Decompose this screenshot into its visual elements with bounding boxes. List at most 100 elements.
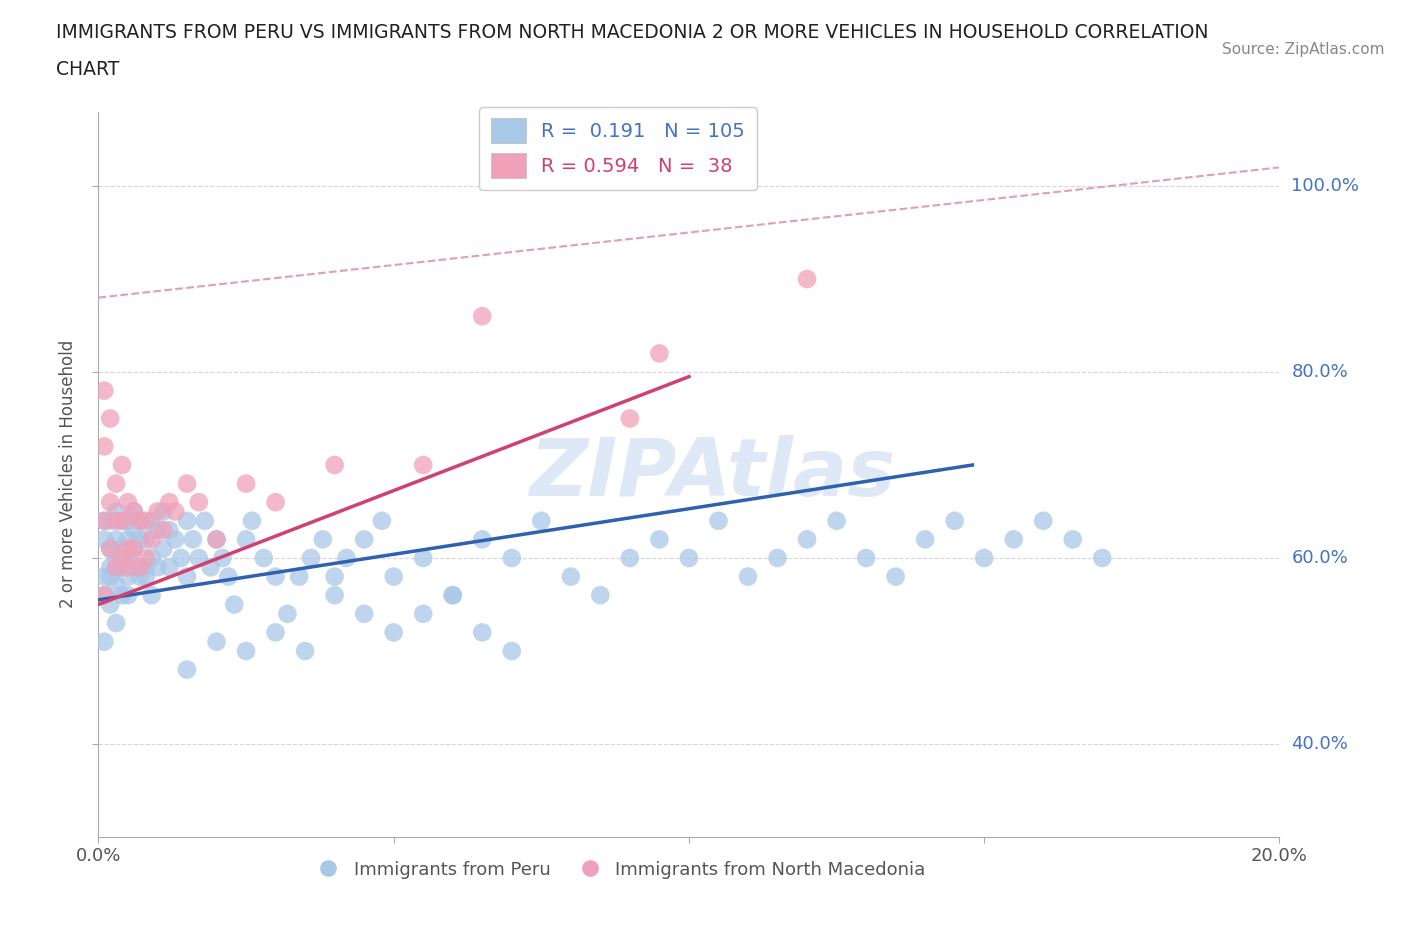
Point (181, 532, 204, 547)
Point (382, 569, 405, 584)
Point (146, 504, 169, 519)
Point (176, 569, 198, 584)
Point (98, 411, 121, 426)
Point (766, 551, 789, 565)
Point (264, 625, 287, 640)
Legend: Immigrants from Peru, Immigrants from North Macedonia: Immigrants from Peru, Immigrants from No… (304, 854, 934, 886)
Point (312, 532, 335, 547)
Point (501, 644, 523, 658)
Point (105, 560, 128, 575)
Point (589, 588, 612, 603)
Point (264, 495, 287, 510)
Point (135, 569, 157, 584)
Point (117, 588, 139, 603)
Point (117, 541, 139, 556)
Point (135, 513, 157, 528)
Point (224, 597, 246, 612)
Point (122, 541, 145, 556)
Point (648, 346, 671, 361)
Point (855, 551, 877, 565)
Point (128, 569, 150, 584)
Point (117, 560, 139, 575)
Point (93, 569, 115, 584)
Point (93, 383, 115, 398)
Point (98, 560, 121, 575)
Point (441, 588, 464, 603)
Point (111, 513, 134, 528)
Point (157, 495, 180, 510)
Point (294, 644, 316, 658)
Point (146, 523, 169, 538)
Point (122, 560, 145, 575)
Point (128, 513, 150, 528)
Point (973, 551, 995, 565)
Point (128, 532, 150, 547)
Point (117, 569, 139, 584)
Point (93, 588, 115, 603)
Point (235, 476, 257, 491)
Point (117, 513, 139, 528)
Point (205, 532, 228, 547)
Point (205, 532, 228, 547)
Point (93, 513, 115, 528)
Point (105, 578, 128, 593)
Point (152, 523, 174, 538)
Point (93, 513, 115, 528)
Point (152, 504, 174, 519)
Point (141, 588, 163, 603)
Y-axis label: 2 or more Vehicles in Household: 2 or more Vehicles in Household (59, 340, 77, 608)
Point (323, 588, 346, 603)
Point (105, 513, 128, 528)
Point (648, 532, 671, 547)
Point (796, 532, 818, 547)
Point (105, 560, 128, 575)
Point (825, 513, 848, 528)
Point (176, 662, 198, 677)
Point (111, 458, 134, 472)
Point (135, 532, 157, 547)
Point (135, 551, 157, 565)
Point (98, 495, 121, 510)
Point (98, 541, 121, 556)
Point (264, 569, 287, 584)
Point (93, 588, 115, 603)
Point (299, 551, 322, 565)
Point (1002, 532, 1025, 547)
Point (501, 551, 523, 565)
Point (111, 513, 134, 528)
Point (471, 532, 494, 547)
Point (187, 495, 209, 510)
Point (884, 569, 907, 584)
Point (105, 551, 128, 565)
Point (914, 532, 936, 547)
Text: ZIPAtlas: ZIPAtlas (530, 435, 896, 513)
Point (105, 616, 128, 631)
Point (412, 458, 434, 472)
Point (471, 309, 494, 324)
Point (187, 551, 209, 565)
Point (323, 569, 346, 584)
Point (371, 513, 394, 528)
Point (170, 551, 193, 565)
Point (412, 551, 434, 565)
Point (707, 513, 730, 528)
Point (111, 551, 134, 565)
Point (98, 513, 121, 528)
Point (240, 513, 263, 528)
Point (943, 513, 966, 528)
Point (1091, 551, 1114, 565)
Text: CHART: CHART (56, 60, 120, 79)
Point (1062, 532, 1084, 547)
Point (796, 272, 818, 286)
Point (111, 588, 134, 603)
Point (105, 504, 128, 519)
Point (530, 513, 553, 528)
Point (157, 523, 180, 538)
Point (1032, 513, 1054, 528)
Point (560, 569, 582, 584)
Point (412, 606, 434, 621)
Point (93, 439, 115, 454)
Point (619, 411, 641, 426)
Point (135, 560, 157, 575)
Point (111, 560, 134, 575)
